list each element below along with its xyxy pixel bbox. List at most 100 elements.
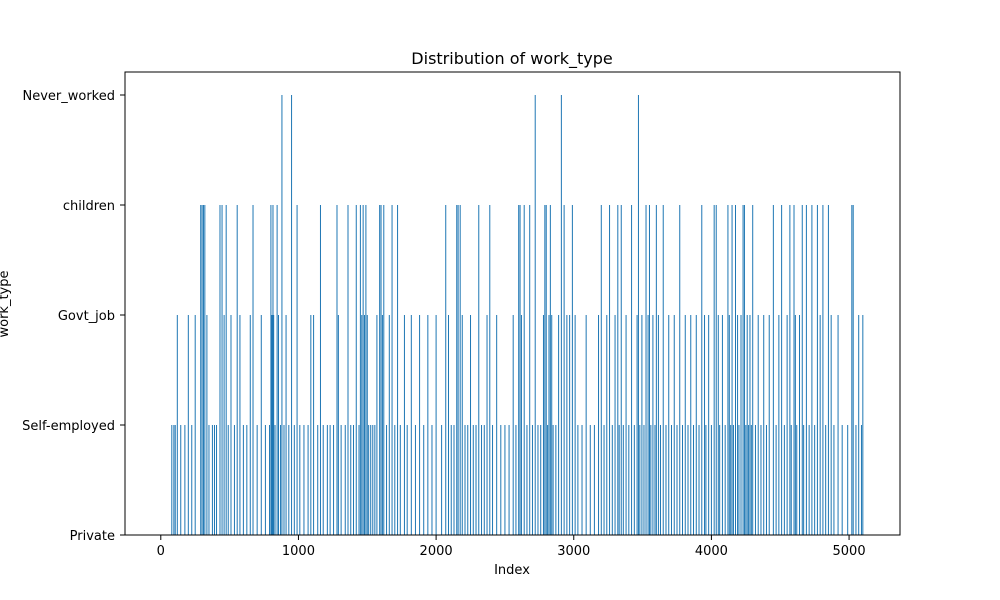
bar-18: [219, 205, 221, 535]
bar-99: [431, 425, 433, 535]
bar-222: [743, 205, 745, 535]
bar-241: [789, 205, 791, 535]
bar-85: [383, 205, 385, 535]
bar-170: [628, 425, 630, 535]
bar-147: [560, 95, 562, 535]
bar-219: [738, 425, 740, 535]
bar-224: [746, 315, 748, 535]
bar-195: [684, 315, 686, 535]
bar-206: [713, 205, 715, 535]
bar-207: [715, 205, 717, 535]
bar-128: [519, 205, 521, 535]
bar-2: [174, 425, 176, 535]
bar-260: [837, 315, 839, 535]
bar-114: [475, 425, 477, 535]
bar-146: [558, 315, 560, 535]
bar-101: [441, 425, 443, 535]
bar-107: [457, 205, 459, 535]
bar-81: [376, 315, 378, 535]
bar-246: [799, 315, 801, 535]
bar-37: [271, 315, 273, 535]
bar-172: [633, 425, 635, 535]
bar-268: [862, 315, 864, 535]
bar-77: [368, 425, 370, 535]
bar-36: [271, 315, 273, 535]
bar-225: [748, 425, 750, 535]
bar-22: [227, 425, 229, 535]
bar-91: [399, 425, 401, 535]
bar-53: [307, 425, 309, 535]
bar-96: [419, 315, 421, 535]
bar-230: [757, 315, 759, 535]
bar-153: [577, 425, 579, 535]
bar-263: [851, 205, 853, 535]
bar-17: [216, 425, 218, 535]
bar-64: [340, 425, 342, 535]
bar-133: [531, 425, 533, 535]
bar-70: [358, 425, 360, 535]
bar-49: [293, 425, 295, 535]
x-tick-label-2: 2000: [420, 544, 453, 559]
bar-179: [647, 315, 649, 535]
bar-63: [337, 315, 339, 535]
bar-111: [467, 425, 469, 535]
y-axis-label: work_type: [0, 270, 12, 337]
bar-123: [504, 425, 506, 535]
bar-126: [515, 425, 517, 535]
bar-102: [445, 205, 447, 535]
bar-178: [645, 205, 647, 535]
bar-149: [566, 315, 568, 535]
bar-116: [481, 425, 483, 535]
bar-163: [611, 425, 613, 535]
bar-199: [695, 315, 697, 535]
bar-215: [731, 205, 733, 535]
bar-112: [470, 315, 472, 535]
bar-193: [679, 205, 681, 535]
bar-151: [571, 205, 573, 535]
bar-106: [456, 205, 458, 535]
bar-157: [593, 425, 595, 535]
bar-177: [643, 425, 645, 535]
x-axis: 0 1000 2000 3000 4000 5000: [157, 535, 866, 559]
bar-60: [329, 425, 331, 535]
x-tick-label-3: 3000: [557, 544, 590, 559]
bar-93: [406, 425, 408, 535]
bar-252: [814, 425, 816, 535]
bar-138: [544, 205, 546, 535]
bar-82: [379, 205, 381, 535]
bar-221: [742, 205, 744, 535]
bar-152: [574, 315, 576, 535]
bar-154: [581, 425, 583, 535]
x-tick-label-5: 5000: [833, 544, 866, 559]
bar-160: [603, 425, 605, 535]
bar-103: [447, 315, 449, 535]
bar-131: [526, 425, 528, 535]
bar-236: [775, 425, 777, 535]
bar-202: [704, 315, 706, 535]
bar-188: [665, 425, 667, 535]
bar-257: [827, 205, 829, 535]
bar-194: [682, 425, 683, 535]
bar-1: [173, 425, 175, 535]
bar-201: [701, 205, 703, 535]
bar-166: [618, 425, 620, 535]
bar-150: [569, 315, 571, 535]
bar-59: [326, 425, 328, 535]
bar-218: [737, 315, 739, 535]
bar-264: [852, 205, 854, 535]
bar-79: [372, 425, 374, 535]
bar-168: [622, 425, 624, 535]
bar-250: [808, 425, 810, 535]
bar-15: [211, 425, 213, 535]
bar-190: [670, 425, 672, 535]
bar-248: [803, 425, 805, 535]
bar-9: [200, 205, 202, 535]
x-tick-label-1: 1000: [282, 544, 315, 559]
bar-262: [847, 425, 849, 535]
bar-10: [201, 205, 203, 535]
bar-180: [648, 205, 650, 535]
bar-255: [822, 205, 824, 535]
bar-78: [370, 425, 372, 535]
x-tick-label-0: 0: [157, 544, 165, 559]
